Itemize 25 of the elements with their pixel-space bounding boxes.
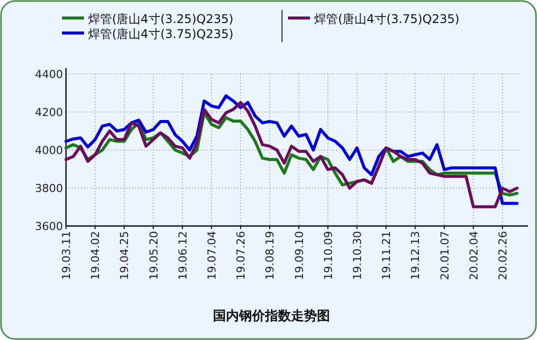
x-tick-label: 19.07.04 <box>205 231 218 280</box>
legend-label: 焊管(唐山4寸(3.25)Q235) <box>88 12 234 26</box>
y-tick-label: 4000 <box>35 144 63 157</box>
y-tick-label: 4200 <box>35 106 63 119</box>
x-tick-label: 19.10.30 <box>350 231 364 280</box>
y-tick-label: 3600 <box>35 220 63 233</box>
x-tick-label: 19.04.02 <box>89 231 102 280</box>
y-tick-label: 4400 <box>35 68 63 81</box>
text: 国内钢价指数走势图 <box>213 308 330 324</box>
x-tick-label: 19.03.11 <box>60 231 73 280</box>
x-tick-label: 19.12.13 <box>409 231 422 280</box>
x-tick-label: 19.06.12 <box>176 231 190 280</box>
legend-label: 焊管(唐山4寸(3.75)Q235) <box>314 12 460 26</box>
x-tick-label: 19.09.10 <box>292 231 306 280</box>
x-tick-label: 20.02.04 <box>467 231 480 280</box>
x-tick-label: 19.10.09 <box>322 231 335 280</box>
x-tick-label: 19.08.19 <box>264 231 277 280</box>
x-tick-label: 19.11.21 <box>380 231 394 280</box>
x-tick-label: 19.07.26 <box>234 231 248 280</box>
legend-label: 焊管(唐山4寸(3.75)Q235) <box>88 27 234 41</box>
x-tick-label: 19.05.20 <box>147 231 160 280</box>
x-tick-label: 20.01.07 <box>438 231 452 280</box>
x-tick-label: 19.04.25 <box>118 231 132 280</box>
x-tick-label: 20.02.26 <box>496 231 510 280</box>
y-tick-label: 3800 <box>35 182 63 195</box>
